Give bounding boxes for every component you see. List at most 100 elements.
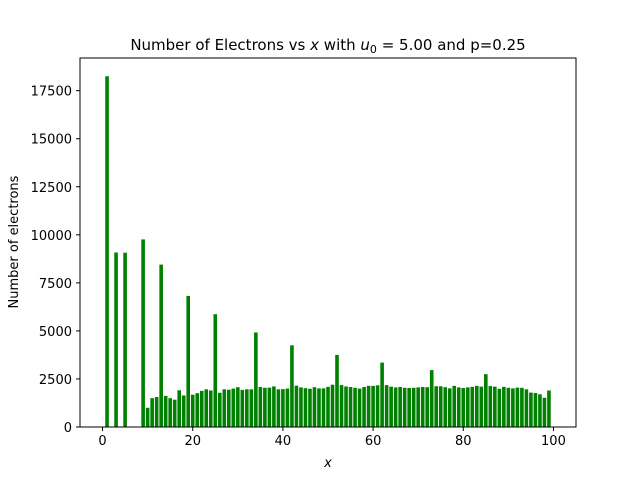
- bar: [177, 390, 182, 427]
- bar: [105, 76, 109, 427]
- bar: [465, 387, 470, 427]
- title-x-symbol: x: [309, 36, 319, 54]
- bar: [335, 354, 339, 427]
- bar: [520, 387, 524, 427]
- bar: [474, 385, 479, 427]
- bar: [303, 388, 308, 427]
- bar: [222, 389, 227, 427]
- bar: [181, 395, 186, 427]
- bar: [186, 295, 191, 427]
- title-prefix: Number of Electrons vs: [130, 36, 310, 54]
- x-axis-ticks: 0 20 40 60 80 100: [98, 427, 566, 449]
- bar: [452, 385, 457, 427]
- x-tick-label: 40: [275, 434, 292, 449]
- y-tick-label: 0: [64, 421, 72, 436]
- y-axis-label: Number of electrons: [7, 175, 22, 308]
- title-u-subscript: 0: [370, 43, 377, 56]
- bar: [240, 389, 245, 427]
- y-tick-label: 7500: [39, 277, 72, 292]
- bar: [506, 387, 511, 427]
- x-tick-label: 100: [541, 434, 566, 449]
- bar: [434, 386, 439, 427]
- bar-series: [105, 76, 551, 427]
- x-tick-label: 60: [365, 434, 382, 449]
- bar: [226, 389, 231, 427]
- bar: [326, 386, 330, 427]
- bar: [299, 387, 303, 427]
- x-tick-label: 20: [184, 434, 201, 449]
- bar: [398, 387, 402, 427]
- bar: [407, 387, 411, 427]
- bar: [281, 389, 285, 427]
- bar: [443, 387, 448, 427]
- bar: [290, 345, 294, 427]
- y-tick-label: 5000: [39, 325, 72, 340]
- bar: [393, 387, 398, 427]
- bar: [384, 385, 389, 427]
- bar: [366, 385, 371, 427]
- bar: [438, 386, 443, 427]
- bar: [114, 252, 118, 427]
- bar: [470, 386, 475, 427]
- bar: [199, 390, 204, 427]
- bar: [389, 386, 393, 427]
- bar: [217, 392, 222, 427]
- bar: [461, 387, 466, 427]
- title-equals-value: = 5.00: [377, 36, 433, 54]
- bar: [150, 398, 154, 427]
- bar: [330, 384, 335, 427]
- bar: [294, 385, 299, 427]
- bar: [533, 392, 538, 427]
- bar: [236, 387, 240, 427]
- x-tick-label: 0: [98, 434, 106, 449]
- bar: [524, 389, 529, 427]
- bar: [208, 390, 213, 427]
- bar: [515, 387, 520, 427]
- bar: [168, 398, 172, 427]
- bar: [123, 252, 127, 427]
- bar: [317, 388, 321, 427]
- bar: [547, 390, 551, 427]
- bar: [172, 399, 177, 427]
- bar: [416, 387, 420, 427]
- bar: [254, 332, 258, 427]
- bar: [308, 388, 312, 427]
- bar: [502, 386, 506, 427]
- bar: [380, 362, 384, 427]
- bar: [267, 387, 272, 427]
- bar: [529, 392, 533, 427]
- bar: [511, 388, 515, 427]
- bar: [195, 393, 200, 427]
- bar: [375, 385, 380, 427]
- title-u-symbol: u: [360, 36, 370, 54]
- bar: [276, 389, 281, 427]
- bar: [245, 389, 249, 427]
- x-axis-label: x: [323, 456, 332, 471]
- bar: [141, 239, 145, 427]
- title-middle: with: [319, 36, 360, 54]
- bar: [163, 395, 168, 427]
- bar: [159, 264, 163, 427]
- bar: [312, 387, 317, 427]
- bar: [145, 407, 150, 427]
- bar: [231, 388, 236, 427]
- bar: [538, 394, 542, 427]
- bar: [479, 386, 484, 427]
- bar: [447, 388, 452, 427]
- bar: [285, 388, 290, 427]
- bar: [362, 387, 366, 427]
- bar: [542, 397, 547, 427]
- y-tick-label: 17500: [31, 85, 72, 100]
- bar: [258, 387, 263, 427]
- y-tick-label: 15000: [31, 133, 72, 148]
- title-suffix: and p=0.25: [432, 36, 525, 54]
- bar: [411, 387, 416, 427]
- bar: [263, 387, 267, 427]
- bar: [402, 387, 407, 427]
- y-tick-label: 2500: [39, 373, 72, 388]
- bar: [348, 387, 353, 427]
- bar: [339, 385, 344, 427]
- bar: [344, 386, 348, 427]
- plot-frame: [79, 57, 577, 428]
